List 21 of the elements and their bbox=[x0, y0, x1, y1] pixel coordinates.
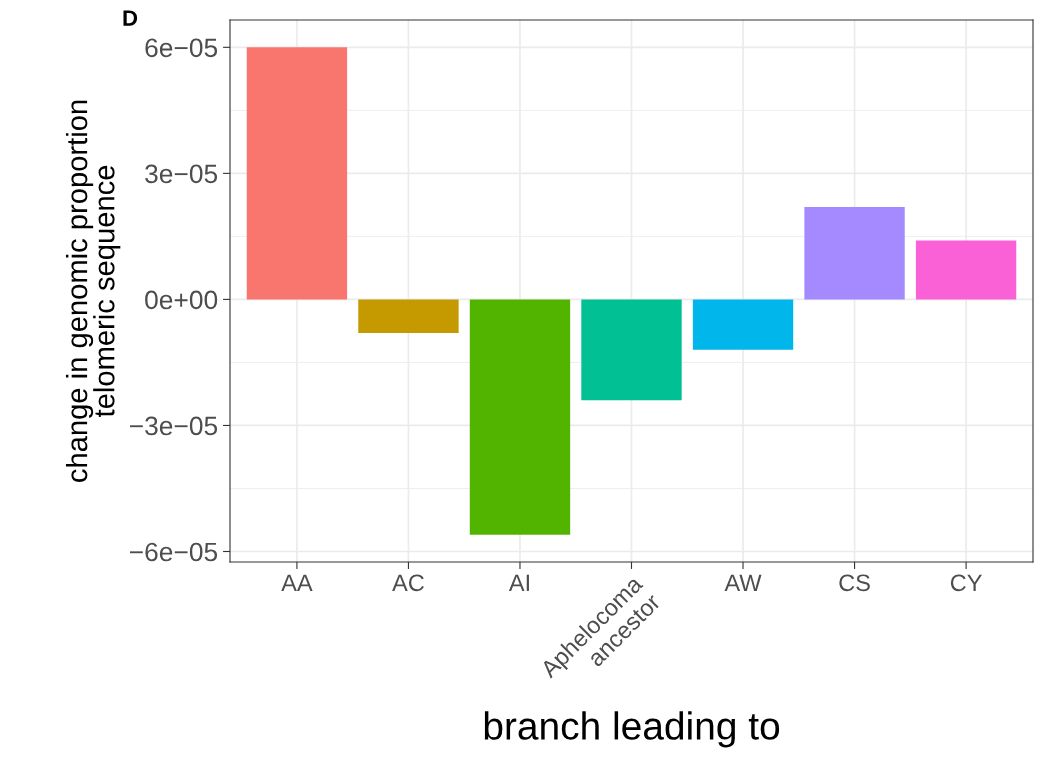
y-tick-label: 6e−05 bbox=[145, 38, 218, 58]
x-tick-label: AA bbox=[281, 574, 313, 591]
bar bbox=[246, 47, 348, 300]
bar bbox=[692, 299, 794, 350]
x-axis-title: branch leading to bbox=[484, 711, 780, 748]
x-tick-label: CS bbox=[839, 574, 870, 592]
bar bbox=[469, 299, 571, 535]
y-tick-label: 3e−05 bbox=[145, 164, 218, 184]
bar bbox=[358, 299, 459, 334]
y-axis-title: change in genomic proportion telomeric sequence bbox=[65, 100, 121, 482]
x-tick-label: CY bbox=[950, 574, 982, 592]
x-tick-label: AI bbox=[508, 574, 529, 591]
bar bbox=[804, 206, 905, 300]
x-tick-label: AW bbox=[724, 574, 762, 591]
text: D bbox=[123, 10, 138, 26]
bar bbox=[915, 240, 1017, 300]
y-tick-label: −3e−05 bbox=[129, 416, 218, 436]
y-tick-label: −6e−05 bbox=[129, 542, 218, 562]
x-tick-label: AC bbox=[392, 574, 424, 592]
y-tick-label: 0e+00 bbox=[145, 290, 218, 310]
bar bbox=[581, 299, 682, 401]
